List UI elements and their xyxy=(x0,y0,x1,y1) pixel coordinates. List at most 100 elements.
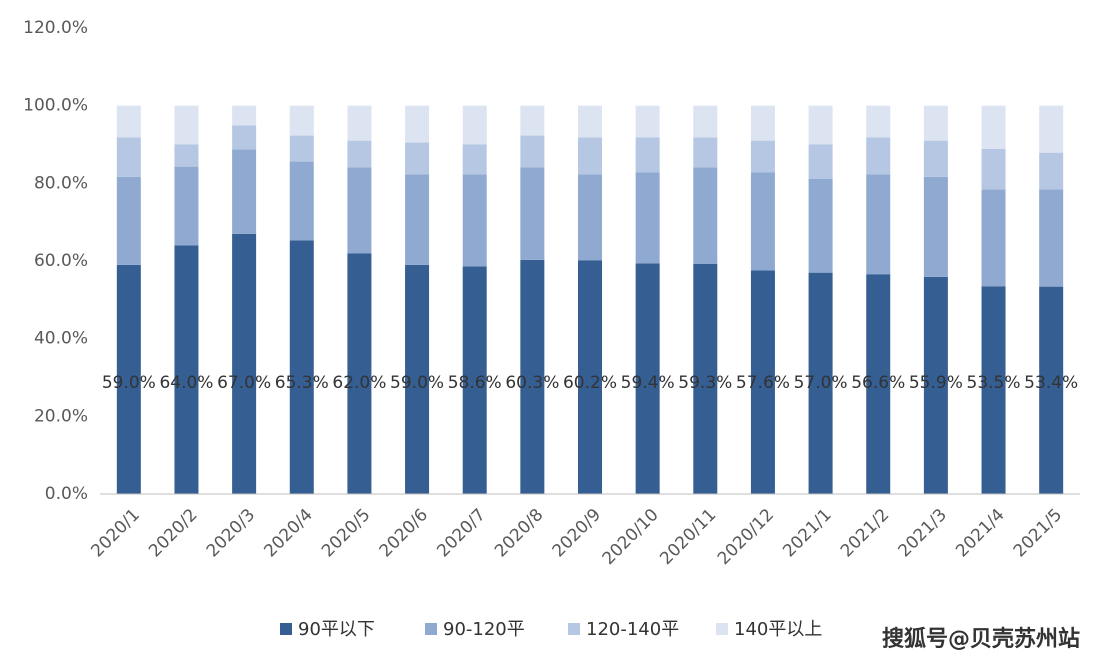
data-label: 57.0% xyxy=(794,373,848,393)
bar-segment xyxy=(866,174,891,275)
x-tick-label: 2020/9 xyxy=(549,505,605,561)
bar-segment xyxy=(520,167,545,260)
bar-segment xyxy=(116,176,141,265)
bar-segment xyxy=(347,253,372,494)
legend-swatch xyxy=(716,623,728,635)
x-tick-label: 2020/11 xyxy=(656,505,720,569)
legend-swatch xyxy=(280,623,292,635)
bar-segment xyxy=(808,144,833,179)
data-label: 59.0% xyxy=(390,373,444,393)
bar-segment xyxy=(1039,105,1064,153)
bar-segment xyxy=(116,137,141,177)
bar-segment xyxy=(232,149,257,234)
bar-segment xyxy=(289,161,314,241)
bar-segment xyxy=(693,263,718,494)
legend-swatch xyxy=(568,623,580,635)
data-label: 62.0% xyxy=(332,373,386,393)
data-label: 65.3% xyxy=(275,373,329,393)
bar-segment xyxy=(232,125,257,150)
bar-segment xyxy=(116,264,141,494)
bar-segment xyxy=(750,270,775,494)
bar-segment xyxy=(174,166,199,246)
bar-segment xyxy=(405,105,430,143)
bar-segment xyxy=(462,144,487,175)
bar-segment xyxy=(635,137,660,173)
y-tick-label: 80.0% xyxy=(34,173,88,193)
bar-segment xyxy=(520,135,545,168)
bar-segment xyxy=(635,105,660,138)
x-tick-label: 2020/12 xyxy=(714,505,778,569)
bar-segment xyxy=(578,260,602,494)
data-label: 57.6% xyxy=(736,373,790,393)
y-tick-label: 120.0% xyxy=(23,18,88,38)
y-tick-label: 20.0% xyxy=(34,406,88,426)
data-label: 60.3% xyxy=(505,373,559,393)
bar-segment xyxy=(578,137,602,175)
bar-segment xyxy=(866,274,891,494)
x-tick-label: 2020/7 xyxy=(433,505,489,561)
bar-segment xyxy=(1039,189,1064,287)
bar-segment xyxy=(232,233,257,495)
bar-segment xyxy=(808,178,833,273)
bar-segment xyxy=(405,264,430,494)
y-tick-label: 40.0% xyxy=(34,329,88,349)
bar-segment xyxy=(635,172,660,264)
bar-segment xyxy=(347,140,372,168)
bar-segment xyxy=(1039,152,1064,190)
bar-segment xyxy=(866,137,891,175)
data-label: 59.0% xyxy=(102,373,156,393)
bar-segment xyxy=(693,137,718,168)
bar-segment xyxy=(923,140,948,177)
x-tick-label: 2020/3 xyxy=(203,505,259,561)
bar-segment xyxy=(750,172,775,271)
legend-label: 90平以下 xyxy=(298,619,375,640)
data-label: 58.6% xyxy=(448,373,502,393)
bar-segment xyxy=(693,167,718,264)
y-tick-label: 0.0% xyxy=(45,484,88,504)
x-tick-label: 2021/4 xyxy=(952,505,1008,561)
bar-segment xyxy=(116,105,141,138)
bar-segment xyxy=(923,105,948,141)
bar-segment xyxy=(693,105,718,138)
data-label: 56.6% xyxy=(851,373,905,393)
bar-segment xyxy=(174,144,199,167)
y-tick-label: 100.0% xyxy=(23,96,88,116)
bar-segment xyxy=(750,105,775,141)
data-label: 53.5% xyxy=(967,373,1021,393)
x-tick-label: 2020/2 xyxy=(145,505,201,561)
bar-segment xyxy=(289,135,314,162)
bar-segment xyxy=(578,174,602,261)
bar-segment xyxy=(347,105,372,141)
bar-segment xyxy=(578,105,602,138)
bar-segment xyxy=(289,105,314,136)
bar-segment xyxy=(1039,286,1064,494)
data-label: 53.4% xyxy=(1024,373,1078,393)
data-label: 59.3% xyxy=(678,373,732,393)
x-tick-label: 2021/3 xyxy=(895,505,951,561)
bar-segment xyxy=(923,276,948,494)
x-tick-label: 2021/5 xyxy=(1010,505,1066,561)
bar-segment xyxy=(462,105,487,145)
x-tick-label: 2020/6 xyxy=(376,505,432,561)
bar-segment xyxy=(808,105,833,145)
bar-segment xyxy=(347,167,372,254)
bar-segment xyxy=(981,148,1006,190)
x-tick-label: 2021/1 xyxy=(779,505,835,561)
bar-segment xyxy=(174,105,199,145)
bar-segment xyxy=(232,105,257,126)
x-tick-label: 2020/8 xyxy=(491,505,547,561)
x-tick-label: 2020/1 xyxy=(87,505,143,561)
legend-label: 90-120平 xyxy=(443,619,525,640)
y-tick-label: 60.0% xyxy=(34,251,88,271)
data-label: 55.9% xyxy=(909,373,963,393)
bar-segment xyxy=(289,240,314,494)
bar-segment xyxy=(174,245,199,494)
bar-segment xyxy=(808,272,833,494)
bar-segment xyxy=(750,140,775,173)
x-tick-label: 2020/10 xyxy=(599,505,663,569)
bar-segment xyxy=(462,266,487,494)
bar-segment xyxy=(462,174,487,267)
x-tick-label: 2020/4 xyxy=(260,505,316,561)
legend-swatch xyxy=(425,623,437,635)
